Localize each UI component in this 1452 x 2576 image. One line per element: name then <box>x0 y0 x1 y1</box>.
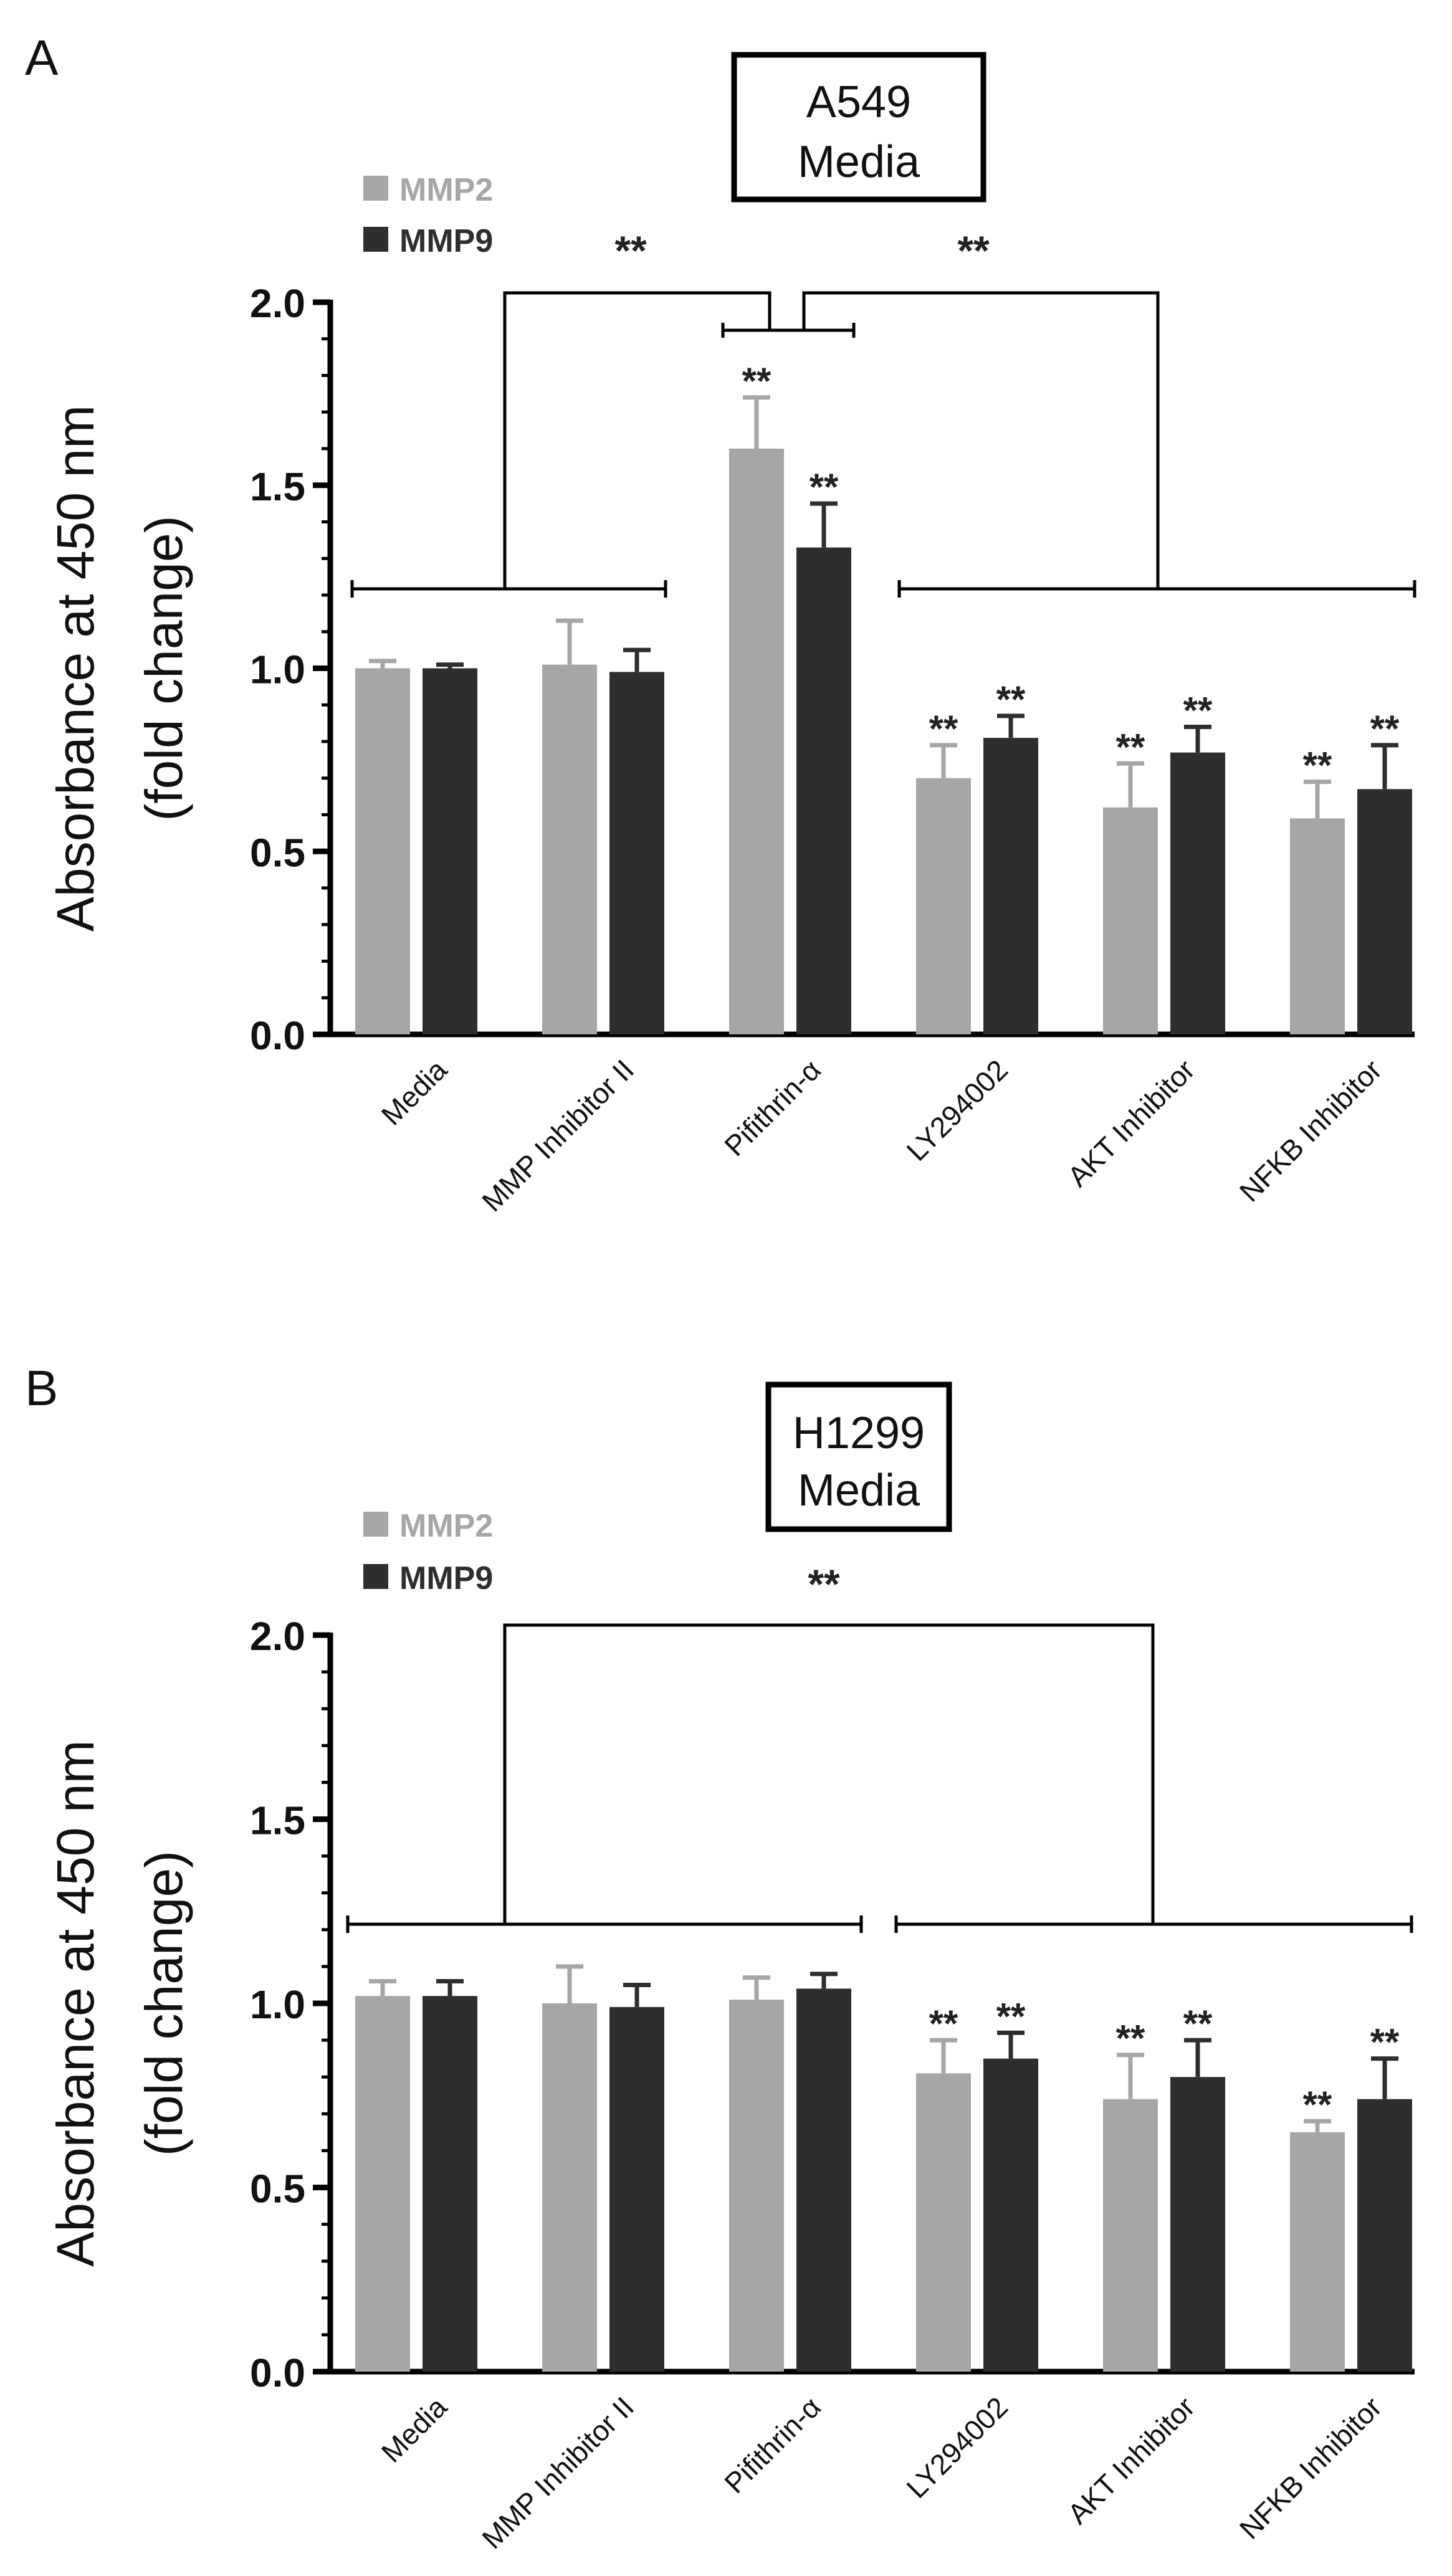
bar-mmp2 <box>355 1996 410 2372</box>
significance-stars: ** <box>996 679 1026 720</box>
panel-label: B <box>25 1360 58 1416</box>
bar-mmp2 <box>1103 807 1158 1034</box>
bar-mmp2 <box>355 668 410 1034</box>
bar-mmp9 <box>423 1996 477 2372</box>
x-tick-label: Media <box>375 2390 454 2469</box>
comparison-connector <box>503 1623 1155 1924</box>
x-tick-label: Pifithrin-α <box>718 1053 827 1162</box>
legend-swatch <box>363 1564 388 1589</box>
bar-mmp2 <box>916 778 971 1034</box>
y-tick-label: 1.0 <box>250 647 305 692</box>
y-tick-label: 0.5 <box>250 830 305 875</box>
title-line: H1299 <box>793 1408 925 1458</box>
bar-mmp2 <box>729 2000 784 2372</box>
bar-mmp2 <box>916 2073 971 2372</box>
comparison-stars: ** <box>957 227 990 274</box>
bar-mmp9 <box>1357 789 1412 1034</box>
bar-mmp2 <box>1290 818 1345 1034</box>
title-line: Media <box>798 137 920 187</box>
significance-stars: ** <box>1116 726 1145 768</box>
title-box <box>765 1381 952 1532</box>
significance-stars: ** <box>1183 690 1213 732</box>
legend-label: MMP2 <box>399 172 493 208</box>
legend-swatch <box>363 227 388 252</box>
legend-label: MMP9 <box>399 1560 493 1596</box>
x-tick-label: Media <box>375 1053 454 1132</box>
y-tick-label: 2.0 <box>250 281 305 326</box>
significance-stars: ** <box>929 2003 958 2044</box>
significance-stars: ** <box>1303 745 1332 786</box>
comparison-stars: ** <box>614 227 647 274</box>
x-tick-label: LY294002 <box>900 2390 1014 2504</box>
title-line: Media <box>798 1466 920 1515</box>
y-tick-label: 0.0 <box>250 1013 305 1058</box>
bar-mmp9 <box>609 672 664 1034</box>
comparison-stars: ** <box>808 1561 840 1607</box>
legend-label: MMP2 <box>399 1508 493 1544</box>
bar-mmp9 <box>983 738 1038 1034</box>
y-tick-label: 0.5 <box>250 2167 305 2211</box>
x-tick-label: MMP Inhibitor II <box>475 1053 640 1218</box>
x-tick-label: NFKB Inhibitor <box>1233 1053 1388 1208</box>
bar-mmp2 <box>729 449 784 1034</box>
y-tick-label: 1.5 <box>250 464 305 509</box>
significance-stars: ** <box>1116 2018 1145 2059</box>
significance-stars: ** <box>1370 2021 1400 2063</box>
title-box <box>731 52 986 203</box>
x-tick-label: AKT Inhibitor <box>1061 1053 1201 1193</box>
bar-mmp9 <box>609 2006 664 2372</box>
significance-stars: ** <box>1183 2003 1213 2044</box>
bar-mmp2 <box>542 664 597 1034</box>
y-tick-label: 1.5 <box>250 1798 305 1843</box>
bar-mmp2 <box>542 2003 597 2372</box>
title-line: A549 <box>806 77 911 127</box>
bar-mmp9 <box>796 547 851 1034</box>
x-tick-label: Pifithrin-α <box>718 2390 827 2499</box>
legend-swatch <box>363 176 388 201</box>
y-axis-label: Absorbance at 450 nm <box>46 1740 105 2266</box>
bar-mmp9 <box>983 2058 1038 2372</box>
bar-mmp9 <box>796 1988 851 2372</box>
significance-stars: ** <box>929 708 958 750</box>
comparison-connector <box>503 291 771 589</box>
y-axis-label-sub: (fold change) <box>135 515 193 821</box>
panel-label: A <box>25 30 59 85</box>
bar-mmp2 <box>1290 2132 1345 2372</box>
significance-stars: ** <box>996 1995 1026 2037</box>
significance-stars: ** <box>1303 2084 1332 2125</box>
y-axis-label-sub: (fold change) <box>135 1851 193 2156</box>
comparison-connector <box>802 291 1160 589</box>
bar-mmp9 <box>1170 752 1225 1034</box>
bar-mmp2 <box>1103 2099 1158 2372</box>
bar-mmp9 <box>1170 2077 1225 2372</box>
x-tick-label: MMP Inhibitor II <box>475 2390 640 2555</box>
panel-b: B H1299 Media MMP2 MMP9 0.0 0.5 1.0 1.5 2.0 Absorb… <box>25 1360 1415 2555</box>
significance-stars: ** <box>810 466 839 508</box>
legend-label: MMP9 <box>399 223 493 259</box>
panel-a: A A549 Media MMP2 MMP9 0.0 0.5 1.0 1.5 2.0 Absorba… <box>25 30 1416 1218</box>
y-tick-label: 1.0 <box>250 1982 305 2027</box>
bar-mmp9 <box>423 668 477 1034</box>
significance-stars: ** <box>742 360 771 402</box>
bar-mmp9 <box>1357 2099 1412 2372</box>
significance-stars: ** <box>1370 708 1400 750</box>
x-tick-label: AKT Inhibitor <box>1061 2390 1201 2530</box>
y-axis-label: Absorbance at 450 nm <box>46 405 105 932</box>
legend-swatch <box>363 1512 388 1537</box>
x-tick-label: NFKB Inhibitor <box>1233 2390 1388 2545</box>
y-tick-label: 2.0 <box>250 1614 305 1659</box>
x-tick-label: LY294002 <box>900 1053 1014 1167</box>
y-tick-label: 0.0 <box>250 2350 305 2395</box>
